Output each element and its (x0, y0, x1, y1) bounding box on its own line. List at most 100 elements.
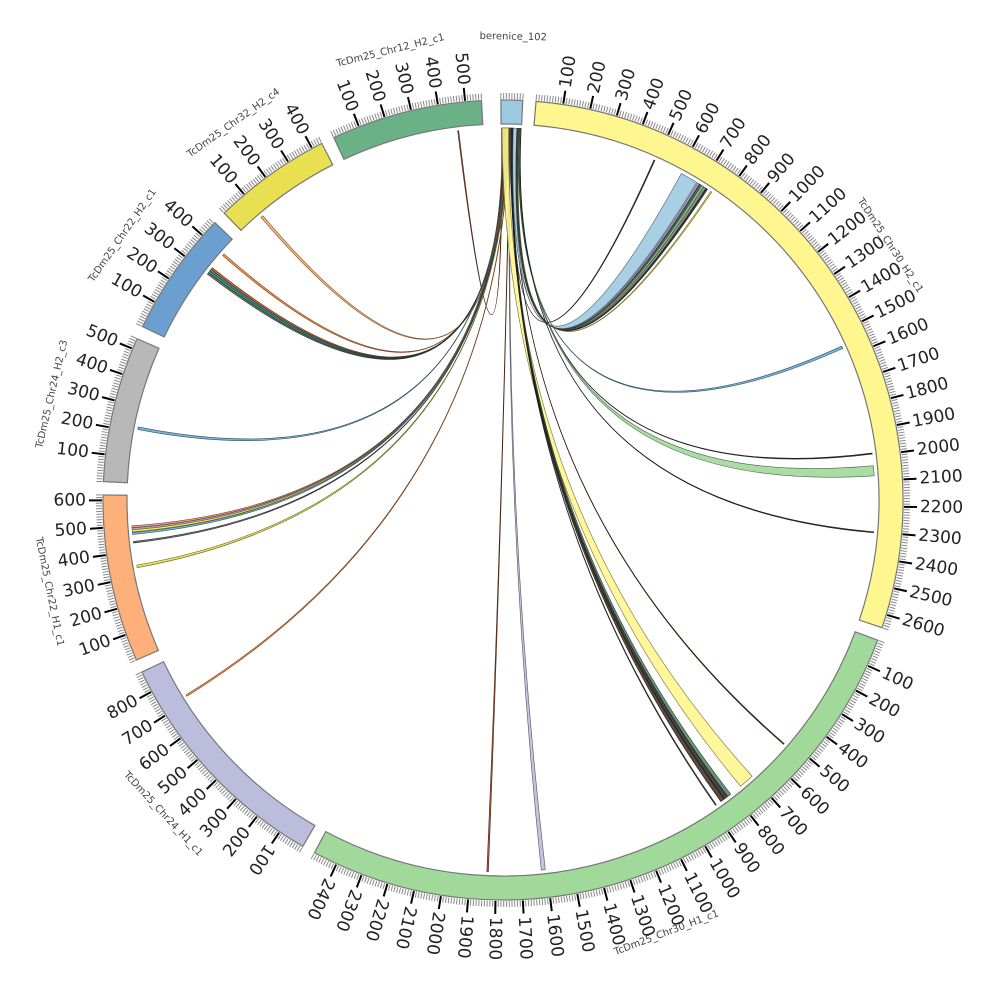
major-tick (629, 879, 636, 893)
tick-label: 400 (159, 195, 197, 231)
major-tick (691, 134, 700, 148)
tick-label: 200 (361, 68, 390, 105)
major-tick (680, 858, 688, 872)
segment-band[interactable] (141, 660, 316, 848)
link-ribbon (185, 127, 511, 697)
major-tick (191, 225, 203, 236)
major-tick (410, 890, 415, 904)
tick-label: 300 (140, 219, 178, 255)
major-tick (226, 798, 237, 810)
major-tick (855, 689, 868, 698)
link-ribbon (132, 127, 509, 544)
major-tick (893, 587, 908, 593)
tick-label: 2600 (900, 610, 947, 642)
major-tick (109, 369, 123, 376)
major-tick (641, 111, 649, 125)
major-tick (304, 135, 313, 149)
tick-label: 800 (104, 691, 142, 724)
tick-label: 2200 (920, 497, 964, 518)
tick-label: 400 (56, 547, 91, 571)
segment-berenice: berenice_102 (479, 31, 547, 126)
tick-label: 1900 (911, 404, 957, 432)
tick-label: 300 (612, 66, 640, 103)
major-tick (95, 423, 109, 429)
tick-label: 2000 (916, 435, 961, 460)
tick-label: 300 (65, 379, 101, 406)
tick-label: 2100 (919, 466, 963, 488)
major-tick (382, 883, 389, 897)
major-tick (817, 243, 829, 253)
segment-band[interactable] (102, 337, 160, 484)
tick-label: 300 (196, 804, 233, 842)
major-tick (882, 366, 896, 373)
tick-label: 400 (834, 738, 872, 773)
tick-label: 200 (68, 603, 105, 631)
tick-label: 200 (865, 689, 903, 722)
minor-ticks (535, 94, 910, 631)
major-tick (329, 864, 338, 877)
major-tick (97, 581, 111, 586)
tick-label: 800 (741, 131, 776, 169)
tick-label: 1600 (884, 314, 932, 349)
major-tick (899, 560, 913, 565)
tick-label: 2100 (391, 904, 420, 951)
tick-label: 2300 (331, 887, 365, 935)
tick-label: 1800 (484, 917, 505, 961)
tick-label: 1600 (542, 913, 567, 958)
major-tick (280, 149, 289, 163)
major-tick (465, 899, 470, 913)
tick-label: 400 (174, 784, 211, 821)
major-tick (234, 183, 245, 195)
major-tick (112, 633, 126, 641)
segment-band[interactable] (533, 100, 904, 629)
major-tick (169, 737, 182, 747)
tick-label: 1500 (570, 908, 598, 954)
tick-label: 300 (254, 115, 288, 153)
major-tick (826, 736, 838, 746)
tick-label: 200 (219, 823, 255, 861)
segment-band[interactable] (102, 494, 160, 661)
tick-label: 500 (450, 52, 473, 86)
segment-band[interactable] (141, 221, 234, 338)
major-tick (655, 870, 662, 884)
tick-label: 100 (107, 269, 145, 302)
major-tick (667, 122, 675, 136)
major-tick (352, 113, 360, 127)
tick-label: 100 (332, 77, 362, 114)
major-tick (749, 814, 760, 827)
major-tick (462, 87, 467, 101)
segment-band[interactable] (223, 142, 334, 232)
link-ribbon (510, 127, 725, 802)
tick-label: 400 (73, 349, 110, 378)
segment-label: berenice_102 (479, 31, 547, 43)
major-tick (153, 714, 166, 724)
major-tick (715, 149, 725, 162)
major-tick (437, 895, 442, 910)
segment-band[interactable] (332, 99, 484, 161)
segment-band[interactable] (313, 631, 879, 901)
link-ribbon (510, 127, 728, 800)
major-tick (379, 104, 386, 118)
tick-label: 200 (123, 243, 161, 278)
link-ribbon (131, 127, 508, 531)
tick-label: 1700 (895, 344, 942, 377)
major-tick (589, 95, 595, 109)
tick-label: 400 (280, 100, 313, 138)
tick-label: 900 (763, 149, 799, 187)
link-ribbon (136, 127, 510, 569)
segment-band[interactable] (500, 99, 524, 126)
minor-ticks (135, 672, 303, 853)
tick-label: 500 (54, 519, 88, 541)
tick-label: 2000 (422, 910, 448, 956)
link-ribbon (519, 128, 874, 534)
link-ribbon (512, 127, 698, 330)
segment-label: TcDm25_Chr24_H2_c3 (34, 339, 70, 451)
tick-label: 400 (420, 55, 445, 90)
